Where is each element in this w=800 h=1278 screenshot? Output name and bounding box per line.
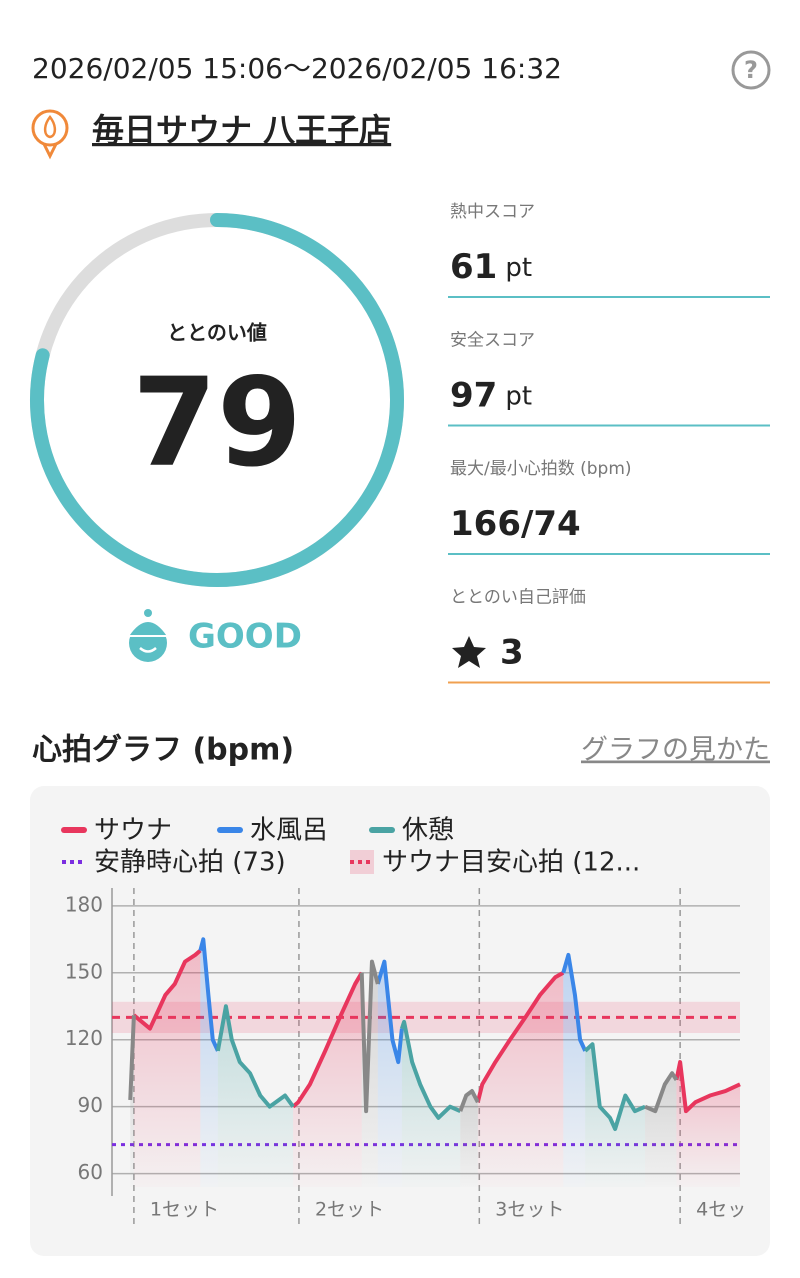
stat-number: 97 <box>450 375 497 415</box>
x-tick-label: 2セット <box>315 1199 384 1221</box>
area-fill <box>645 1073 677 1187</box>
stat-value: 61 pt <box>450 247 532 287</box>
gauge-value: 79 <box>132 352 302 494</box>
gauge-label: ととのい値 <box>167 321 267 345</box>
gauge-arc <box>30 213 404 587</box>
legend-label: 安静時心拍 (73) <box>94 848 286 878</box>
y-tick-label: 90 <box>78 1093 103 1117</box>
stat-number: 61 <box>450 247 497 287</box>
stat-number: 166/74 <box>450 504 581 544</box>
stat-label: 熱中スコア <box>450 202 535 222</box>
area-fill <box>361 961 378 1187</box>
area-fill <box>133 950 201 1187</box>
area-fill <box>217 1006 294 1187</box>
star-icon <box>452 636 486 668</box>
area-fill <box>477 972 564 1187</box>
area-fill <box>563 954 586 1187</box>
gauge <box>30 213 404 587</box>
period: 2026/02/05 15:06～2026/02/05 16:32 <box>32 52 562 85</box>
stat-unit: pt <box>505 253 532 283</box>
place-name[interactable]: 毎日サウナ 八王子店 <box>92 111 391 149</box>
stat-label: 最大/最小心拍数 (bpm) <box>450 459 632 479</box>
area-fill <box>460 1091 478 1187</box>
legend-label: サウナ目安心拍 (12... <box>382 848 640 878</box>
stat-value: 97 pt <box>450 375 532 415</box>
stats: 熱中スコア 61 pt 安全スコア 97 pt 最大/最小心拍数 (bpm) 166/74 とと… <box>448 202 770 684</box>
legend-label: 水風呂 <box>250 816 328 846</box>
legend-label: サウナ <box>94 816 172 846</box>
good-icon <box>126 609 170 662</box>
stat-label: ととのい自己評価 <box>450 588 586 608</box>
area-fill <box>200 939 218 1187</box>
x-tick-label: 1セット <box>150 1199 219 1221</box>
chart: 60 90 120 150 180 1セット 2セット 3セット 4セッ サウナ 水風呂 休憩安静時心… <box>61 816 746 1226</box>
place-icon <box>31 109 69 160</box>
stat-unit: pt <box>505 381 532 411</box>
help-icon[interactable]: ? <box>731 50 771 90</box>
stat-value: 3 <box>500 632 524 672</box>
area-fill <box>401 1021 461 1187</box>
area-fill <box>585 1044 646 1187</box>
stat-label: 安全スコア <box>450 331 535 351</box>
heart-rate-line <box>198 937 588 1065</box>
stat-number: 3 <box>500 632 524 672</box>
section-title: 心拍グラフ (bpm) <box>32 733 294 768</box>
heart-rate-line <box>215 1004 646 1131</box>
x-tick-label: 4セッ <box>696 1199 746 1221</box>
heart-rate-line <box>132 948 741 1114</box>
stat-value: 166/74 <box>450 504 581 544</box>
y-tick-label: 180 <box>65 892 103 916</box>
area-fill <box>377 961 402 1187</box>
help-link[interactable]: グラフの見かた <box>581 735 770 766</box>
rating: GOOD <box>188 617 302 657</box>
heart-rate-line <box>128 959 679 1114</box>
x-tick-label: 3セット <box>495 1199 564 1221</box>
y-tick-label: 150 <box>65 959 103 983</box>
svg-text:?: ? <box>744 56 758 84</box>
area-fill <box>293 972 362 1187</box>
y-tick-label: 60 <box>78 1160 103 1184</box>
legend-label: 休憩 <box>402 816 454 846</box>
y-tick-label: 120 <box>65 1026 103 1050</box>
